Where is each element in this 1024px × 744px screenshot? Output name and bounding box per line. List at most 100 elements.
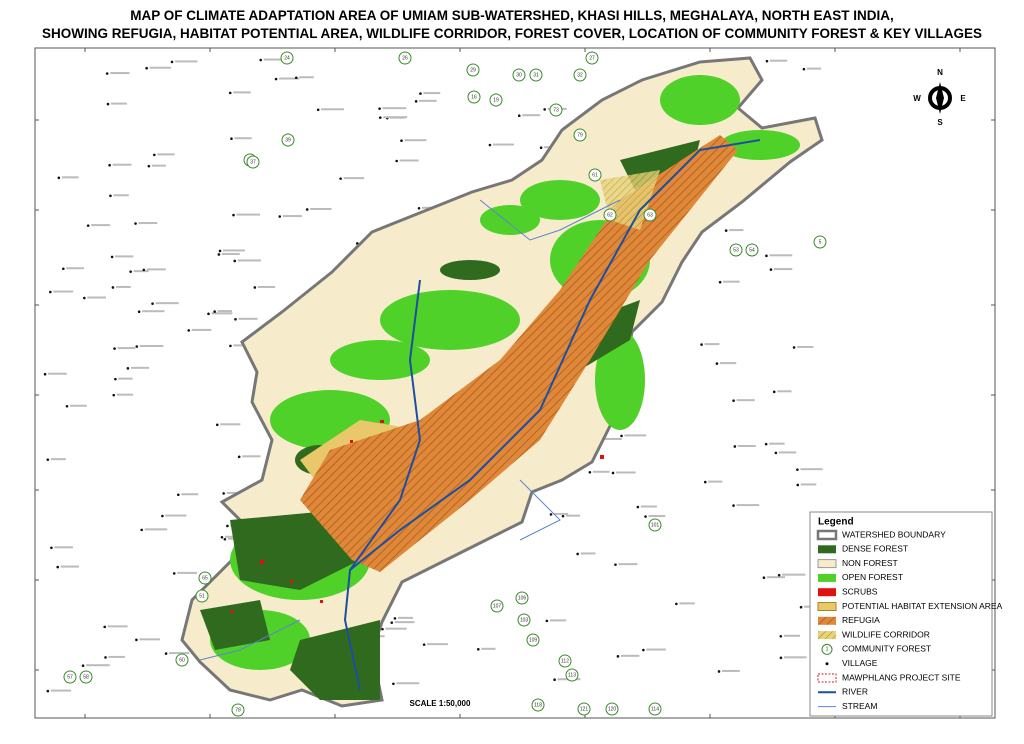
community-forest-label: 54	[749, 247, 755, 253]
community-forests: 2426293031322716193936377379616263545356…	[63, 51, 827, 717]
village-label	[800, 468, 823, 471]
village	[476, 648, 480, 651]
village	[390, 621, 394, 624]
village	[561, 514, 565, 518]
village	[395, 159, 398, 163]
community-forest-label: 30	[516, 72, 522, 78]
community-forest-label: 37	[250, 159, 256, 165]
village	[422, 643, 426, 646]
village	[105, 72, 109, 75]
rivers	[199, 139, 761, 691]
village	[769, 268, 773, 271]
village	[83, 296, 86, 300]
community-forest	[605, 702, 619, 716]
village	[636, 505, 640, 509]
community-forest	[813, 235, 827, 249]
village	[765, 254, 768, 258]
village-label	[299, 76, 314, 79]
swatch	[817, 673, 837, 683]
village	[274, 77, 278, 81]
legend-label: STREAM	[842, 701, 877, 711]
legend-label: REFUGIA	[842, 615, 880, 625]
community-forest-label: 106	[518, 595, 527, 601]
village	[114, 377, 117, 381]
community-forest-label: 27	[589, 55, 595, 61]
village-label	[48, 372, 67, 375]
village	[381, 627, 384, 631]
compass-s: S	[937, 118, 943, 127]
swatch	[816, 529, 838, 541]
village-label	[110, 102, 127, 105]
village-label	[175, 60, 198, 63]
village-label	[144, 528, 168, 531]
village-label	[766, 576, 786, 579]
community-forest-label: 31	[533, 72, 539, 78]
village	[294, 76, 298, 80]
village	[56, 565, 60, 569]
village-label	[54, 546, 73, 549]
village-label	[223, 249, 245, 252]
village-label	[242, 455, 261, 458]
scrubs	[230, 420, 604, 613]
village-label	[115, 285, 131, 288]
title-line: SHOWING REFUGIA, HABITAT POTENTIAL AREA,…	[42, 26, 982, 41]
village	[400, 139, 403, 142]
village	[237, 455, 241, 459]
community-forest-label: 26	[402, 55, 408, 61]
village-label	[165, 514, 187, 517]
village-label	[704, 343, 720, 346]
village	[135, 345, 139, 348]
community-forest	[603, 208, 617, 222]
village	[161, 514, 164, 518]
village-label	[86, 664, 110, 667]
village	[614, 563, 617, 566]
village-label	[423, 92, 441, 95]
village-label	[783, 634, 801, 637]
village	[187, 329, 191, 332]
swatch	[821, 643, 833, 655]
community-forest	[79, 670, 93, 684]
village-label	[87, 296, 106, 299]
community-forest-label: 57	[67, 674, 73, 680]
community-forest	[745, 243, 759, 257]
village-label	[310, 207, 332, 210]
village	[700, 343, 703, 346]
community-forest	[549, 103, 563, 117]
village	[43, 372, 47, 376]
village	[392, 682, 395, 686]
village	[49, 290, 52, 294]
village	[417, 206, 421, 210]
community-forest-label: 19	[493, 97, 499, 103]
village	[226, 524, 229, 528]
village-label	[397, 616, 414, 619]
village-label	[115, 255, 134, 258]
swatch	[818, 616, 836, 625]
village	[135, 638, 138, 642]
village-label	[237, 259, 261, 262]
community-forest-label: 114	[651, 706, 659, 712]
village-label	[598, 437, 622, 440]
community-forest	[489, 93, 503, 107]
village	[642, 648, 645, 652]
village-label	[221, 252, 240, 255]
village	[145, 66, 148, 70]
village-label	[800, 483, 817, 486]
village	[517, 114, 521, 117]
village	[113, 347, 116, 350]
village	[164, 652, 168, 655]
village	[703, 480, 707, 484]
village	[620, 434, 623, 438]
legend-label: WATERSHED BOUNDARY	[842, 529, 946, 539]
village-label	[53, 290, 74, 293]
village-label	[580, 552, 596, 555]
village-label	[117, 347, 136, 350]
village	[715, 362, 719, 365]
village	[733, 445, 737, 448]
village	[774, 451, 778, 455]
village	[213, 310, 216, 313]
village	[419, 92, 422, 95]
village	[232, 213, 235, 217]
village	[305, 208, 309, 211]
community-forest	[246, 155, 260, 169]
village-label	[723, 280, 740, 283]
